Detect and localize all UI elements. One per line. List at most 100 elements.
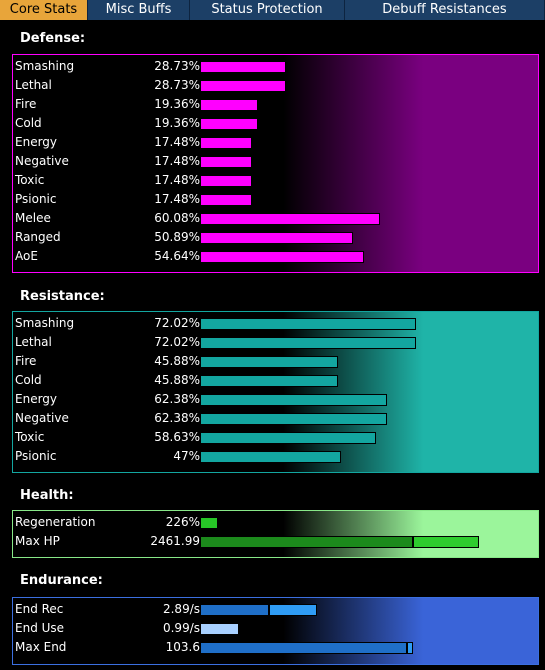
endurance-row: Max End 103.6 (13, 638, 538, 657)
resistance-row: Negative 62.38% (13, 409, 538, 428)
defense-bar-fill (200, 137, 252, 149)
defense-row: Energy 17.48% (13, 133, 538, 152)
endurance-bar-fill (407, 642, 413, 654)
defense-row: Negative 17.48% (13, 152, 538, 171)
health-bar-fill (200, 517, 218, 529)
tab-status-protection[interactable]: Status Protection (190, 0, 345, 20)
endurance-bar-fill (200, 642, 407, 654)
resistance-value: 62.38% (154, 392, 200, 406)
defense-row: Fire 19.36% (13, 95, 538, 114)
health-panel: Regeneration 226% Max HP 2461.99 (12, 510, 539, 558)
defense-value: 60.08% (154, 211, 200, 225)
resistance-bar-fill (200, 375, 338, 387)
resistance-row: Toxic 58.63% (13, 428, 538, 447)
resistance-row: Energy 62.38% (13, 390, 538, 409)
resistance-bar-fill (200, 337, 416, 349)
resistance-value: 45.88% (154, 354, 200, 368)
endurance-bar-fill (269, 604, 317, 616)
defense-label: AoE (15, 249, 38, 263)
health-title: Health: (20, 488, 74, 503)
defense-row: Melee 60.08% (13, 209, 538, 228)
resistance-label: Smashing (15, 316, 75, 330)
resistance-bar-fill (200, 356, 338, 368)
resistance-row: Cold 45.88% (13, 371, 538, 390)
endurance-value: 2.89/s (162, 602, 200, 616)
endurance-label: Max End (15, 640, 67, 654)
resistance-row: Lethal 72.02% (13, 333, 538, 352)
defense-value: 50.89% (154, 230, 200, 244)
defense-title: Defense: (20, 31, 86, 46)
defense-label: Cold (15, 116, 42, 130)
resistance-bar-fill (200, 394, 387, 406)
resistance-value: 45.88% (154, 373, 200, 387)
endurance-row: End Rec 2.89/s (13, 600, 538, 619)
tab-misc-buffs[interactable]: Misc Buffs (88, 0, 190, 20)
resistance-bar-fill (200, 451, 341, 463)
resistance-bar-fill (200, 432, 376, 444)
resistance-value: 72.02% (154, 316, 200, 330)
defense-label: Fire (15, 97, 37, 111)
defense-value: 28.73% (154, 78, 200, 92)
health-bar-fill (200, 536, 413, 548)
resistance-title: Resistance: (20, 289, 105, 304)
defense-label: Negative (15, 154, 69, 168)
resistance-label: Cold (15, 373, 42, 387)
defense-value: 19.36% (154, 116, 200, 130)
resistance-label: Fire (15, 354, 37, 368)
tab-core-stats[interactable]: Core Stats (0, 0, 88, 20)
defense-bar-fill (200, 118, 258, 130)
defense-row: Toxic 17.48% (13, 171, 538, 190)
defense-value: 28.73% (154, 59, 200, 73)
resistance-label: Psionic (15, 449, 57, 463)
defense-label: Melee (15, 211, 51, 225)
defense-bar-fill (200, 232, 353, 244)
endurance-value: 103.6 (165, 640, 200, 654)
defense-label: Ranged (15, 230, 61, 244)
defense-label: Smashing (15, 59, 75, 73)
tab-bar: Core Stats Misc Buffs Status Protection … (0, 0, 545, 20)
defense-row: AoE 54.64% (13, 247, 538, 266)
defense-value: 17.48% (154, 173, 200, 187)
resistance-value: 47% (173, 449, 200, 463)
defense-row: Lethal 28.73% (13, 76, 538, 95)
defense-bar-fill (200, 99, 258, 111)
defense-row: Ranged 50.89% (13, 228, 538, 247)
health-label: Max HP (15, 534, 60, 548)
defense-label: Energy (15, 135, 58, 149)
resistance-label: Energy (15, 392, 58, 406)
health-value: 2461.99 (150, 534, 200, 548)
defense-row: Smashing 28.73% (13, 57, 538, 76)
defense-bar-fill (200, 175, 252, 187)
defense-label: Lethal (15, 78, 52, 92)
defense-row: Cold 19.36% (13, 114, 538, 133)
resistance-label: Lethal (15, 335, 52, 349)
tab-debuff-resistances[interactable]: Debuff Resistances (345, 0, 545, 20)
resistance-value: 62.38% (154, 411, 200, 425)
defense-bar-fill (200, 213, 380, 225)
endurance-title: Endurance: (20, 573, 103, 588)
resistance-bar-fill (200, 318, 416, 330)
defense-bar-fill (200, 80, 286, 92)
endurance-panel: End Rec 2.89/s End Use 0.99/s Max End 103.6 (12, 597, 539, 665)
defense-panel: Smashing 28.73% Lethal 28.73% Fire 19.36% Cold… (12, 54, 539, 273)
defense-value: 19.36% (154, 97, 200, 111)
endurance-row: End Use 0.99/s (13, 619, 538, 638)
resistance-row: Psionic 47% (13, 447, 538, 466)
defense-bar-fill (200, 156, 252, 168)
resistance-panel: Smashing 72.02% Lethal 72.02% Fire 45.88% Cold… (12, 311, 539, 473)
endurance-bar-fill (200, 604, 269, 616)
health-bar-fill (413, 536, 479, 548)
defense-label: Psionic (15, 192, 57, 206)
resistance-label: Toxic (15, 430, 45, 444)
defense-value: 54.64% (154, 249, 200, 263)
health-label: Regeneration (15, 515, 96, 529)
endurance-bar-fill (200, 623, 239, 635)
defense-bar-fill (200, 61, 286, 73)
defense-bar-fill (200, 194, 252, 206)
health-value: 226% (165, 515, 200, 529)
defense-row: Psionic 17.48% (13, 190, 538, 209)
resistance-label: Negative (15, 411, 69, 425)
resistance-bar-fill (200, 413, 387, 425)
resistance-row: Fire 45.88% (13, 352, 538, 371)
defense-label: Toxic (15, 173, 45, 187)
